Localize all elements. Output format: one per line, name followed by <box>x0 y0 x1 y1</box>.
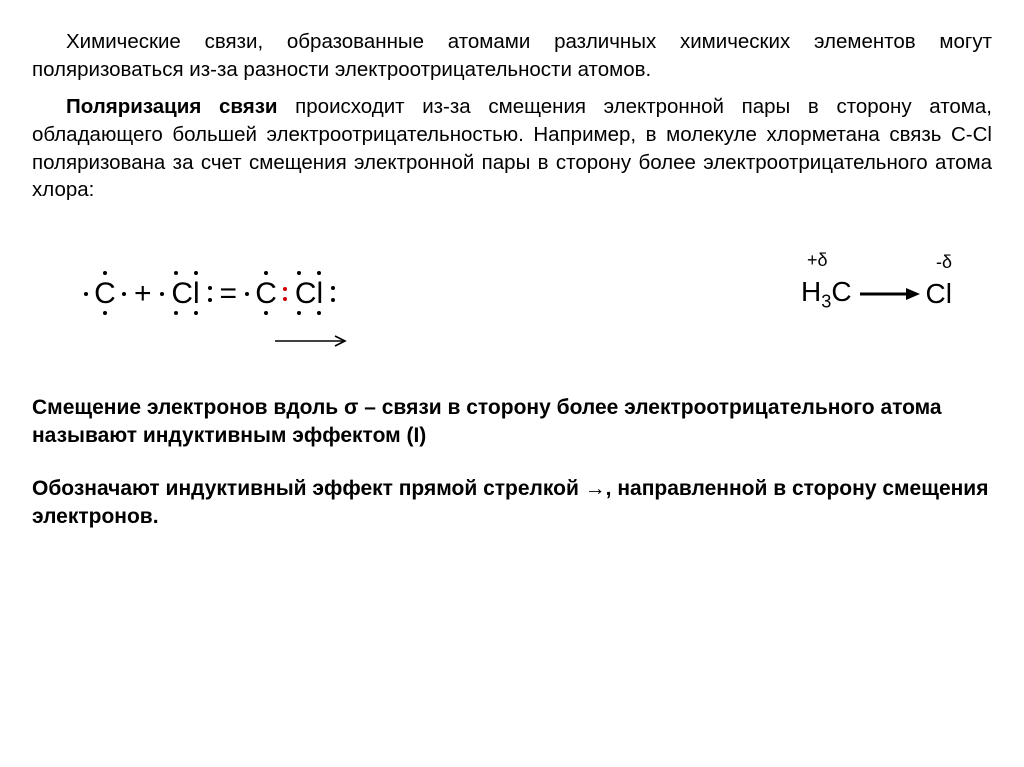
electron-dot <box>297 271 301 275</box>
atom-cl-label: Cl <box>295 277 323 310</box>
electron-dot <box>264 311 268 315</box>
atom-cl-product: Cl <box>291 277 327 311</box>
c-label: C <box>831 276 851 307</box>
electron-dot <box>317 311 321 315</box>
equals-operator: = <box>220 277 238 311</box>
delta-plus-label: +δ <box>807 250 828 271</box>
shift-arrow-icon <box>273 321 353 333</box>
inductive-arrow-icon <box>858 287 920 301</box>
atom-c-label: C <box>94 277 116 310</box>
electron-dot <box>160 292 164 296</box>
paragraph-1-text: Химические связи, образованные атомами р… <box>32 30 992 81</box>
product-group: C Cl <box>253 277 327 311</box>
atom-cl-reactant: Cl <box>168 277 204 311</box>
shared-electron-pair <box>283 287 287 301</box>
atom-c-reactant: C <box>92 277 118 311</box>
inductive-effect-definition: Смещение электронов вдоль σ – связи в ст… <box>32 394 992 451</box>
chemical-diagram: C + Cl = C <box>92 234 952 354</box>
h-label: H <box>801 276 821 307</box>
sub-3: 3 <box>821 291 831 311</box>
electron-dot <box>84 292 88 296</box>
electron-dot <box>208 286 212 290</box>
inductive-effect-notation: Обозначают индуктивный эффект прямой стр… <box>32 475 992 532</box>
electron-dot <box>122 292 126 296</box>
polar-bond-structure: +δ H3C -δ Cl <box>801 276 952 313</box>
electron-dot <box>174 271 178 275</box>
h3c-group: +δ H3C <box>801 276 852 313</box>
electron-dot <box>194 271 198 275</box>
lewis-equation: C + Cl = C <box>92 277 327 311</box>
electron-dot <box>297 311 301 315</box>
cl-group: -δ Cl <box>926 278 952 310</box>
plus-operator: + <box>134 277 152 311</box>
electron-dot <box>103 311 107 315</box>
electron-dot <box>331 286 335 290</box>
delta-minus-label: -δ <box>936 252 952 273</box>
atom-cl-label: Cl <box>171 277 199 310</box>
polarization-term: Поляризация связи <box>66 95 278 118</box>
atom-c-product: C <box>253 277 279 311</box>
electron-dot <box>264 271 268 275</box>
electron-dot <box>194 311 198 315</box>
electron-dot <box>208 298 212 302</box>
atom-c-label: C <box>255 277 277 310</box>
paragraph-1: Химические связи, образованные атомами р… <box>32 28 992 83</box>
electron-dot <box>245 292 249 296</box>
paragraph-2: Поляризация связи происходит из-за смеще… <box>32 93 992 204</box>
electron-dot <box>174 311 178 315</box>
electron-dot <box>317 271 321 275</box>
electron-dot <box>331 298 335 302</box>
electron-dot <box>103 271 107 275</box>
cl-label: Cl <box>926 278 952 309</box>
